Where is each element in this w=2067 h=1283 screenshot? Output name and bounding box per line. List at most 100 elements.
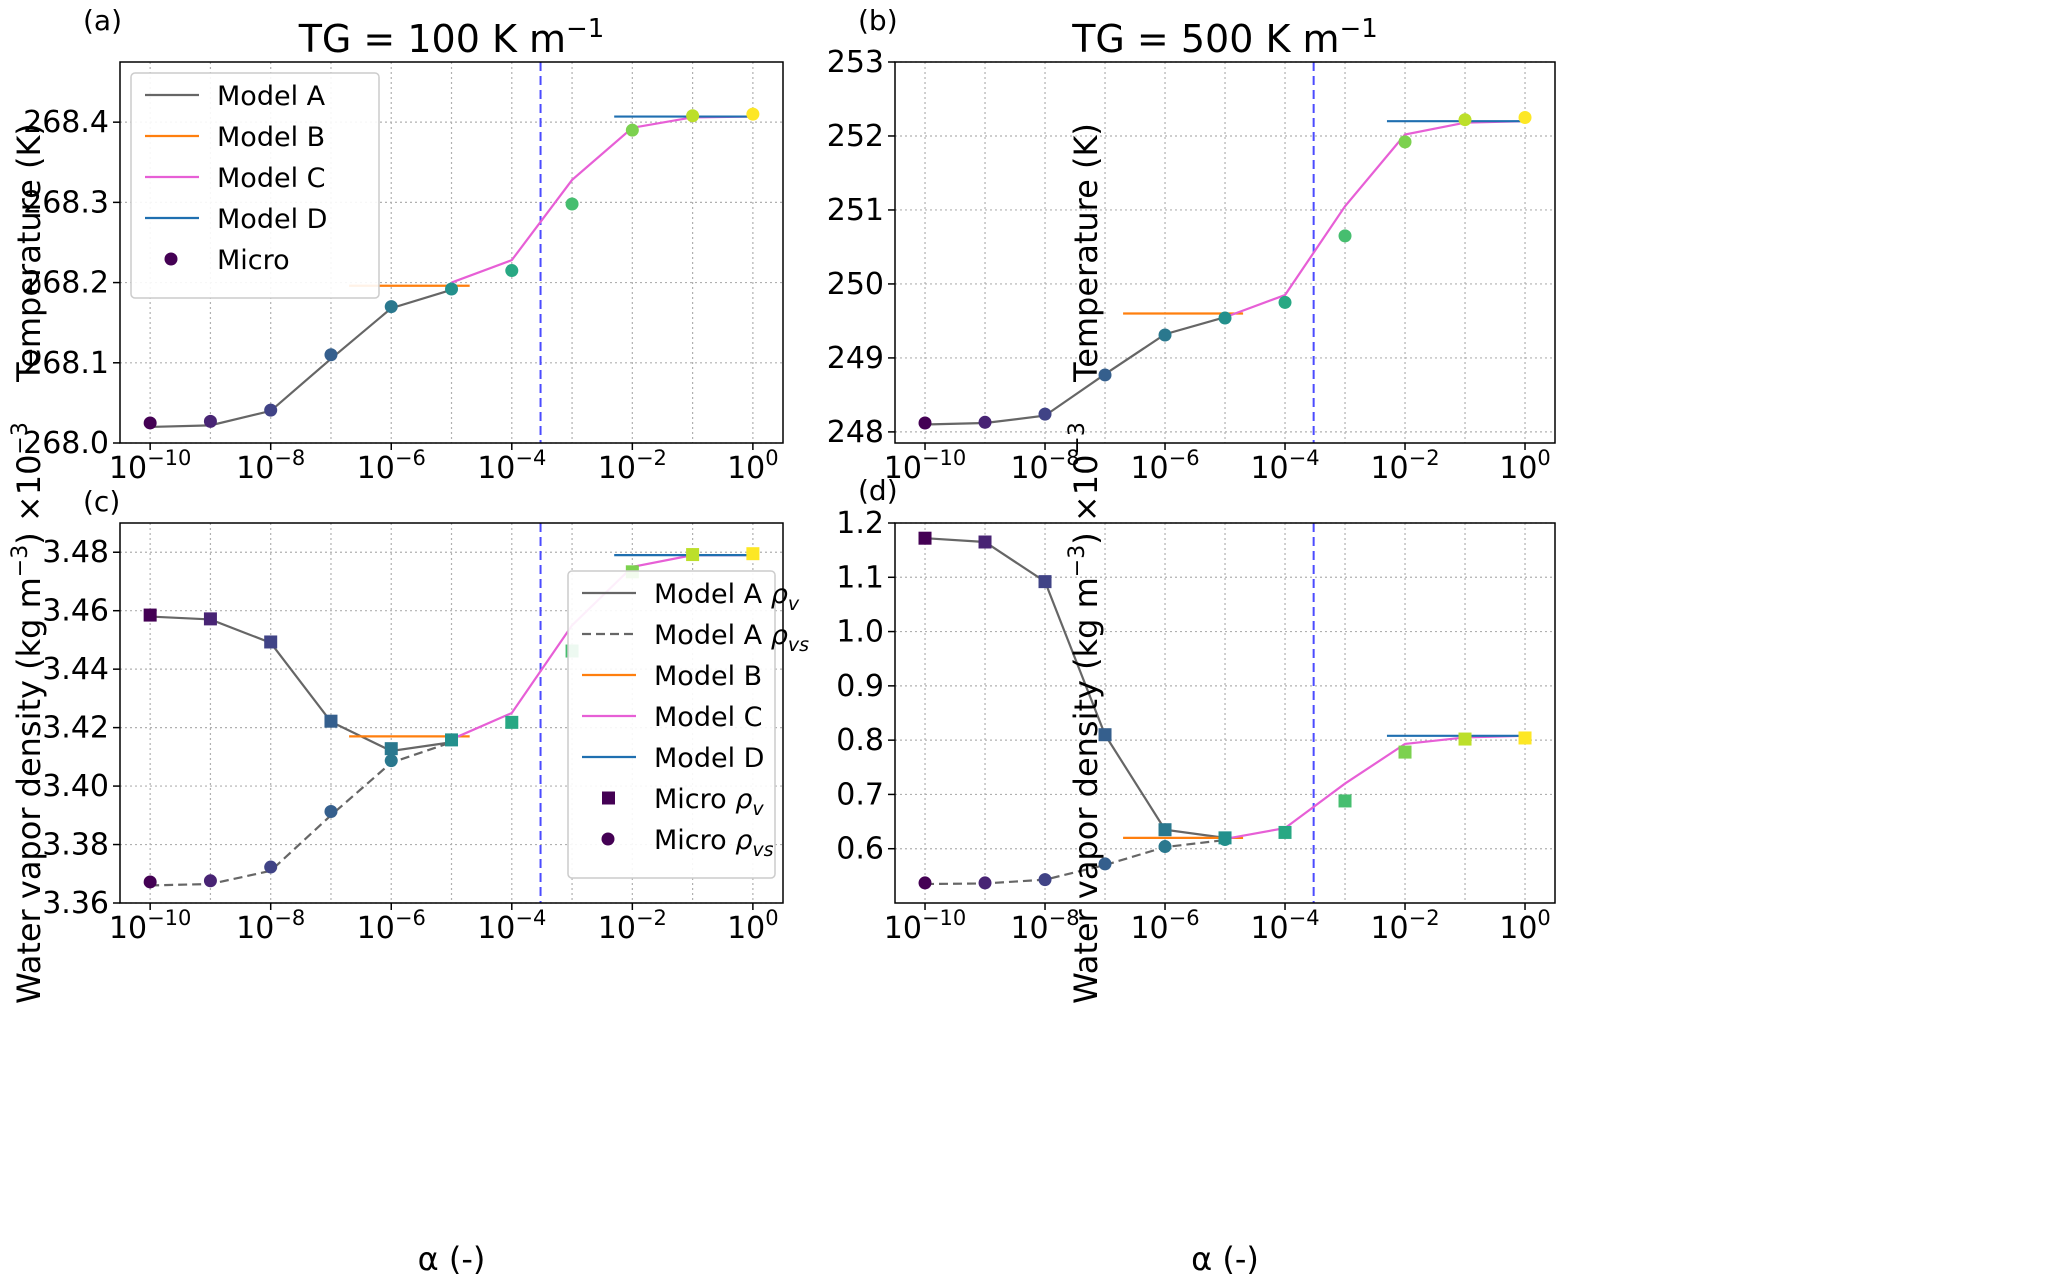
- y-tick-label: 252: [827, 119, 884, 154]
- micro-point: [1338, 229, 1352, 243]
- x-tick-base: 10: [236, 911, 274, 946]
- micro-point: [203, 612, 217, 626]
- x-tick-label: 10−8: [236, 906, 305, 946]
- y-tick-label: 0.6: [836, 832, 884, 867]
- x-tick-label: 100: [727, 906, 779, 946]
- micro-point: [445, 733, 459, 747]
- x-tick-label: 10−6: [1130, 906, 1199, 946]
- legend-label: Micro ρvs: [654, 825, 774, 861]
- micro-point: [1518, 110, 1532, 124]
- legend-label: Model A ρv: [654, 579, 800, 615]
- legend-rho: ρ: [771, 620, 788, 651]
- x-tick-label: 10−2: [598, 906, 667, 946]
- legend-label: Model B: [654, 661, 762, 692]
- legend-box: [567, 570, 776, 879]
- legend-label: Model B: [217, 122, 325, 153]
- legend-label-text: Model D: [654, 743, 764, 774]
- y-tick-label: 0.8: [836, 723, 884, 758]
- axes-frame: [894, 522, 1556, 904]
- legend-label: Micro ρv: [654, 784, 764, 820]
- legend-label-text: Micro: [654, 784, 735, 815]
- y-tick-label: 1.2: [836, 506, 884, 541]
- axes-frame: [119, 522, 784, 904]
- micro-point: [625, 123, 639, 137]
- y-axis-label-part: ) ×10: [10, 455, 48, 545]
- x-tick-exponent: −6: [1169, 446, 1200, 470]
- x-tick-base: 10: [477, 911, 515, 946]
- legend-swatch-marker: [601, 832, 615, 846]
- x-tick-base: 10: [357, 911, 395, 946]
- series-line-model_a: [924, 537, 1226, 839]
- y-tick-label: 268.3: [23, 185, 109, 220]
- legend-label-text: Micro: [217, 245, 290, 276]
- series-line-model_a: [150, 288, 452, 429]
- y-axis-label-part: −3: [1065, 545, 1090, 577]
- x-tick-label: 10−10: [109, 446, 192, 486]
- micro-point: [746, 107, 760, 121]
- micro-point: [1518, 731, 1532, 745]
- panel-label: (c): [83, 485, 120, 518]
- legend-label-text: Model D: [217, 204, 327, 235]
- y-axis-label-part: Temperature (K): [10, 123, 48, 383]
- x-tick-label: 10−6: [357, 446, 426, 486]
- panel-title-text: TG = 500 K m: [1071, 17, 1339, 61]
- x-tick-base: 10: [1250, 911, 1288, 946]
- axes-frame: [894, 61, 1556, 444]
- y-axis-label: Water vapor density (kg m−3) ×10−3: [1065, 422, 1105, 1004]
- y-tick-label: 268.1: [23, 346, 109, 381]
- y-tick-label: 268.0: [23, 426, 109, 461]
- x-tick-base: 10: [1499, 451, 1537, 486]
- x-tick-label: 10−10: [109, 906, 192, 946]
- panel-title: TG = 100 K m−1: [298, 14, 605, 61]
- legend-subscript: vs: [752, 839, 773, 861]
- micro-point: [565, 197, 579, 211]
- y-axis-label-part: ) ×10: [1067, 455, 1105, 545]
- micro-point: [1218, 832, 1232, 846]
- micro-point: [746, 547, 760, 561]
- legend-label-text: Model C: [217, 163, 326, 194]
- x-tick-exponent: −8: [274, 446, 305, 470]
- panel-label: (d): [858, 474, 898, 507]
- x-tick-exponent: 0: [1537, 906, 1550, 930]
- y-tick-label: 250: [827, 267, 884, 302]
- x-tick-base: 10: [884, 451, 922, 486]
- legend-label-text: Model B: [654, 661, 762, 692]
- micro-point: [1158, 840, 1172, 854]
- x-tick-exponent: −10: [147, 906, 191, 930]
- x-tick-exponent: −6: [395, 446, 426, 470]
- x-tick-exponent: −2: [1409, 446, 1440, 470]
- legend-subscript: vs: [788, 634, 809, 656]
- micro-point: [324, 714, 338, 728]
- y-axis-label-part: Temperature (K): [1067, 123, 1105, 383]
- micro-point: [384, 754, 398, 768]
- panel-title-text: TG = 100 K m: [298, 17, 566, 61]
- legend-label-text: Model A: [217, 81, 326, 112]
- legend-label: Model C: [217, 163, 326, 194]
- micro-point: [143, 608, 157, 622]
- y-axis-label: Temperature (K): [1067, 123, 1105, 383]
- y-tick-label: 0.7: [836, 777, 884, 812]
- y-tick-label: 268.2: [23, 266, 109, 301]
- micro-point: [445, 282, 459, 296]
- panel-c: 10−10 10−8 10−6 10−4 10−2 1003.363.383.403.42…: [8, 422, 809, 1278]
- legend-box: [130, 72, 380, 299]
- x-tick-label: 10−4: [477, 906, 546, 946]
- x-tick-label: 100: [1499, 906, 1551, 946]
- x-tick-base: 10: [236, 451, 274, 486]
- micro-point: [264, 403, 278, 417]
- axes-frame: [119, 61, 784, 444]
- y-tick-label: 1.1: [836, 560, 884, 595]
- x-tick-exponent: −2: [1409, 906, 1440, 930]
- micro-point: [978, 876, 992, 890]
- micro-point: [1158, 823, 1172, 837]
- x-tick-label: 10−2: [1370, 906, 1439, 946]
- x-tick-label: 10−2: [1370, 446, 1439, 486]
- x-tick-base: 10: [598, 451, 636, 486]
- micro-point: [918, 876, 932, 890]
- legend-subscript: v: [788, 593, 800, 615]
- x-tick-label: 10−8: [1010, 446, 1079, 486]
- y-tick-label: 253: [827, 45, 884, 80]
- x-tick-exponent: 0: [1537, 446, 1550, 470]
- y-tick-label: 3.44: [42, 652, 109, 687]
